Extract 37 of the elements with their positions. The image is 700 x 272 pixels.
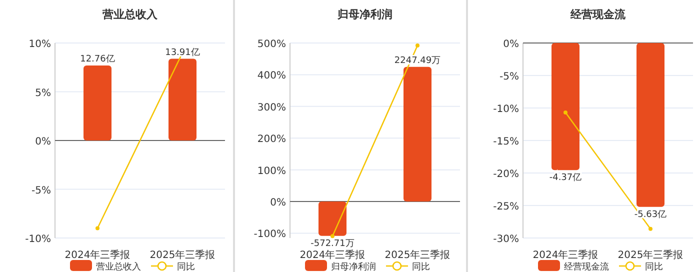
x-tick-label: 2025年三季报 (150, 249, 216, 261)
x-tick-label: 2025年三季报 (618, 249, 684, 261)
y-tick-label: 300% (257, 102, 286, 114)
data-label: 12.76亿 (80, 54, 115, 65)
y-tick-label: -5% (500, 72, 519, 82)
legend-label: 同比 (177, 262, 195, 272)
y-tick-label: 0% (503, 39, 519, 50)
y-tick-label: -25% (493, 202, 519, 212)
legend-label: 归母净利润 (331, 262, 376, 272)
x-tick-label: 2024年三季报 (64, 249, 130, 261)
chart-title: 归母净利润 (336, 8, 392, 21)
y-tick-label: -10% (493, 104, 519, 115)
legend-label: 同比 (645, 262, 663, 272)
y-tick-label: 200% (257, 134, 286, 146)
y-tick-label: -10% (25, 234, 51, 245)
y-tick-label: -5% (32, 185, 51, 196)
legend-label: 同比 (412, 262, 430, 272)
y-tick-label: -15% (493, 136, 519, 148)
legend-label: 营业总收入 (96, 262, 141, 272)
y-tick-label: 400% (257, 70, 286, 82)
y-tick-label: 10% (28, 39, 51, 50)
y-tick-label: -30% (493, 234, 519, 245)
data-label: -572.71万 (310, 238, 354, 249)
chart-title: 经营现金流 (570, 8, 626, 21)
y-tick-label: -20% (493, 169, 519, 180)
data-label: -4.37亿 (549, 172, 582, 184)
x-tick-label: 2024年三季报 (532, 249, 598, 261)
y-tick-label: 500% (257, 39, 286, 50)
y-tick-label: 5% (35, 88, 51, 99)
y-tick-label: 0% (35, 136, 51, 148)
legend-label: 经营现金流 (564, 262, 609, 272)
x-tick-label: 2024年三季报 (300, 249, 366, 261)
y-tick-label: -100% (254, 229, 286, 240)
y-tick-label: 100% (257, 166, 286, 177)
x-tick-label: 2025年三季报 (384, 249, 450, 261)
chart-title: 营业总收入 (102, 8, 158, 21)
y-tick-label: 0% (270, 198, 286, 209)
